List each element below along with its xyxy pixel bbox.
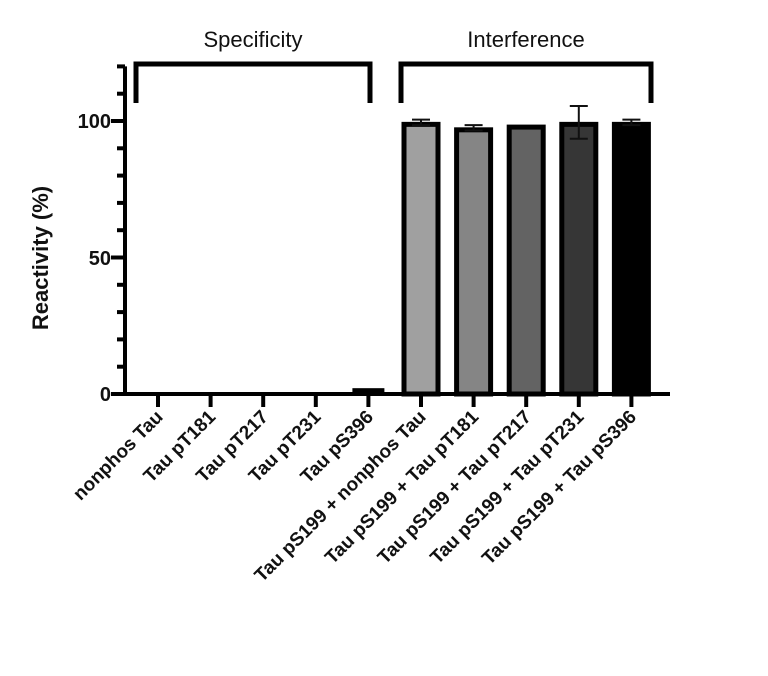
category-label: nonphos Tau	[69, 407, 167, 505]
error-bar	[569, 104, 588, 140]
y-axis	[111, 64, 127, 396]
bar	[454, 127, 494, 397]
error-bar	[464, 124, 483, 132]
bracket-specificity	[133, 61, 373, 103]
bars	[352, 104, 651, 397]
bar	[401, 121, 441, 397]
error-bar	[622, 118, 641, 127]
group-title-specificity: Specificity	[203, 27, 302, 52]
bar	[559, 121, 599, 397]
bar	[506, 124, 546, 397]
error-bar	[412, 118, 430, 127]
y-tick-label-100: 100	[78, 111, 111, 133]
bar	[611, 121, 651, 397]
y-tick-label-0: 0	[100, 384, 111, 406]
y-axis-label: Reactivity (%)	[28, 186, 53, 330]
x-axis	[123, 392, 670, 407]
y-tick-label-50: 50	[89, 248, 111, 270]
bracket-interference	[398, 61, 654, 103]
group-title-interference: Interference	[467, 27, 584, 52]
